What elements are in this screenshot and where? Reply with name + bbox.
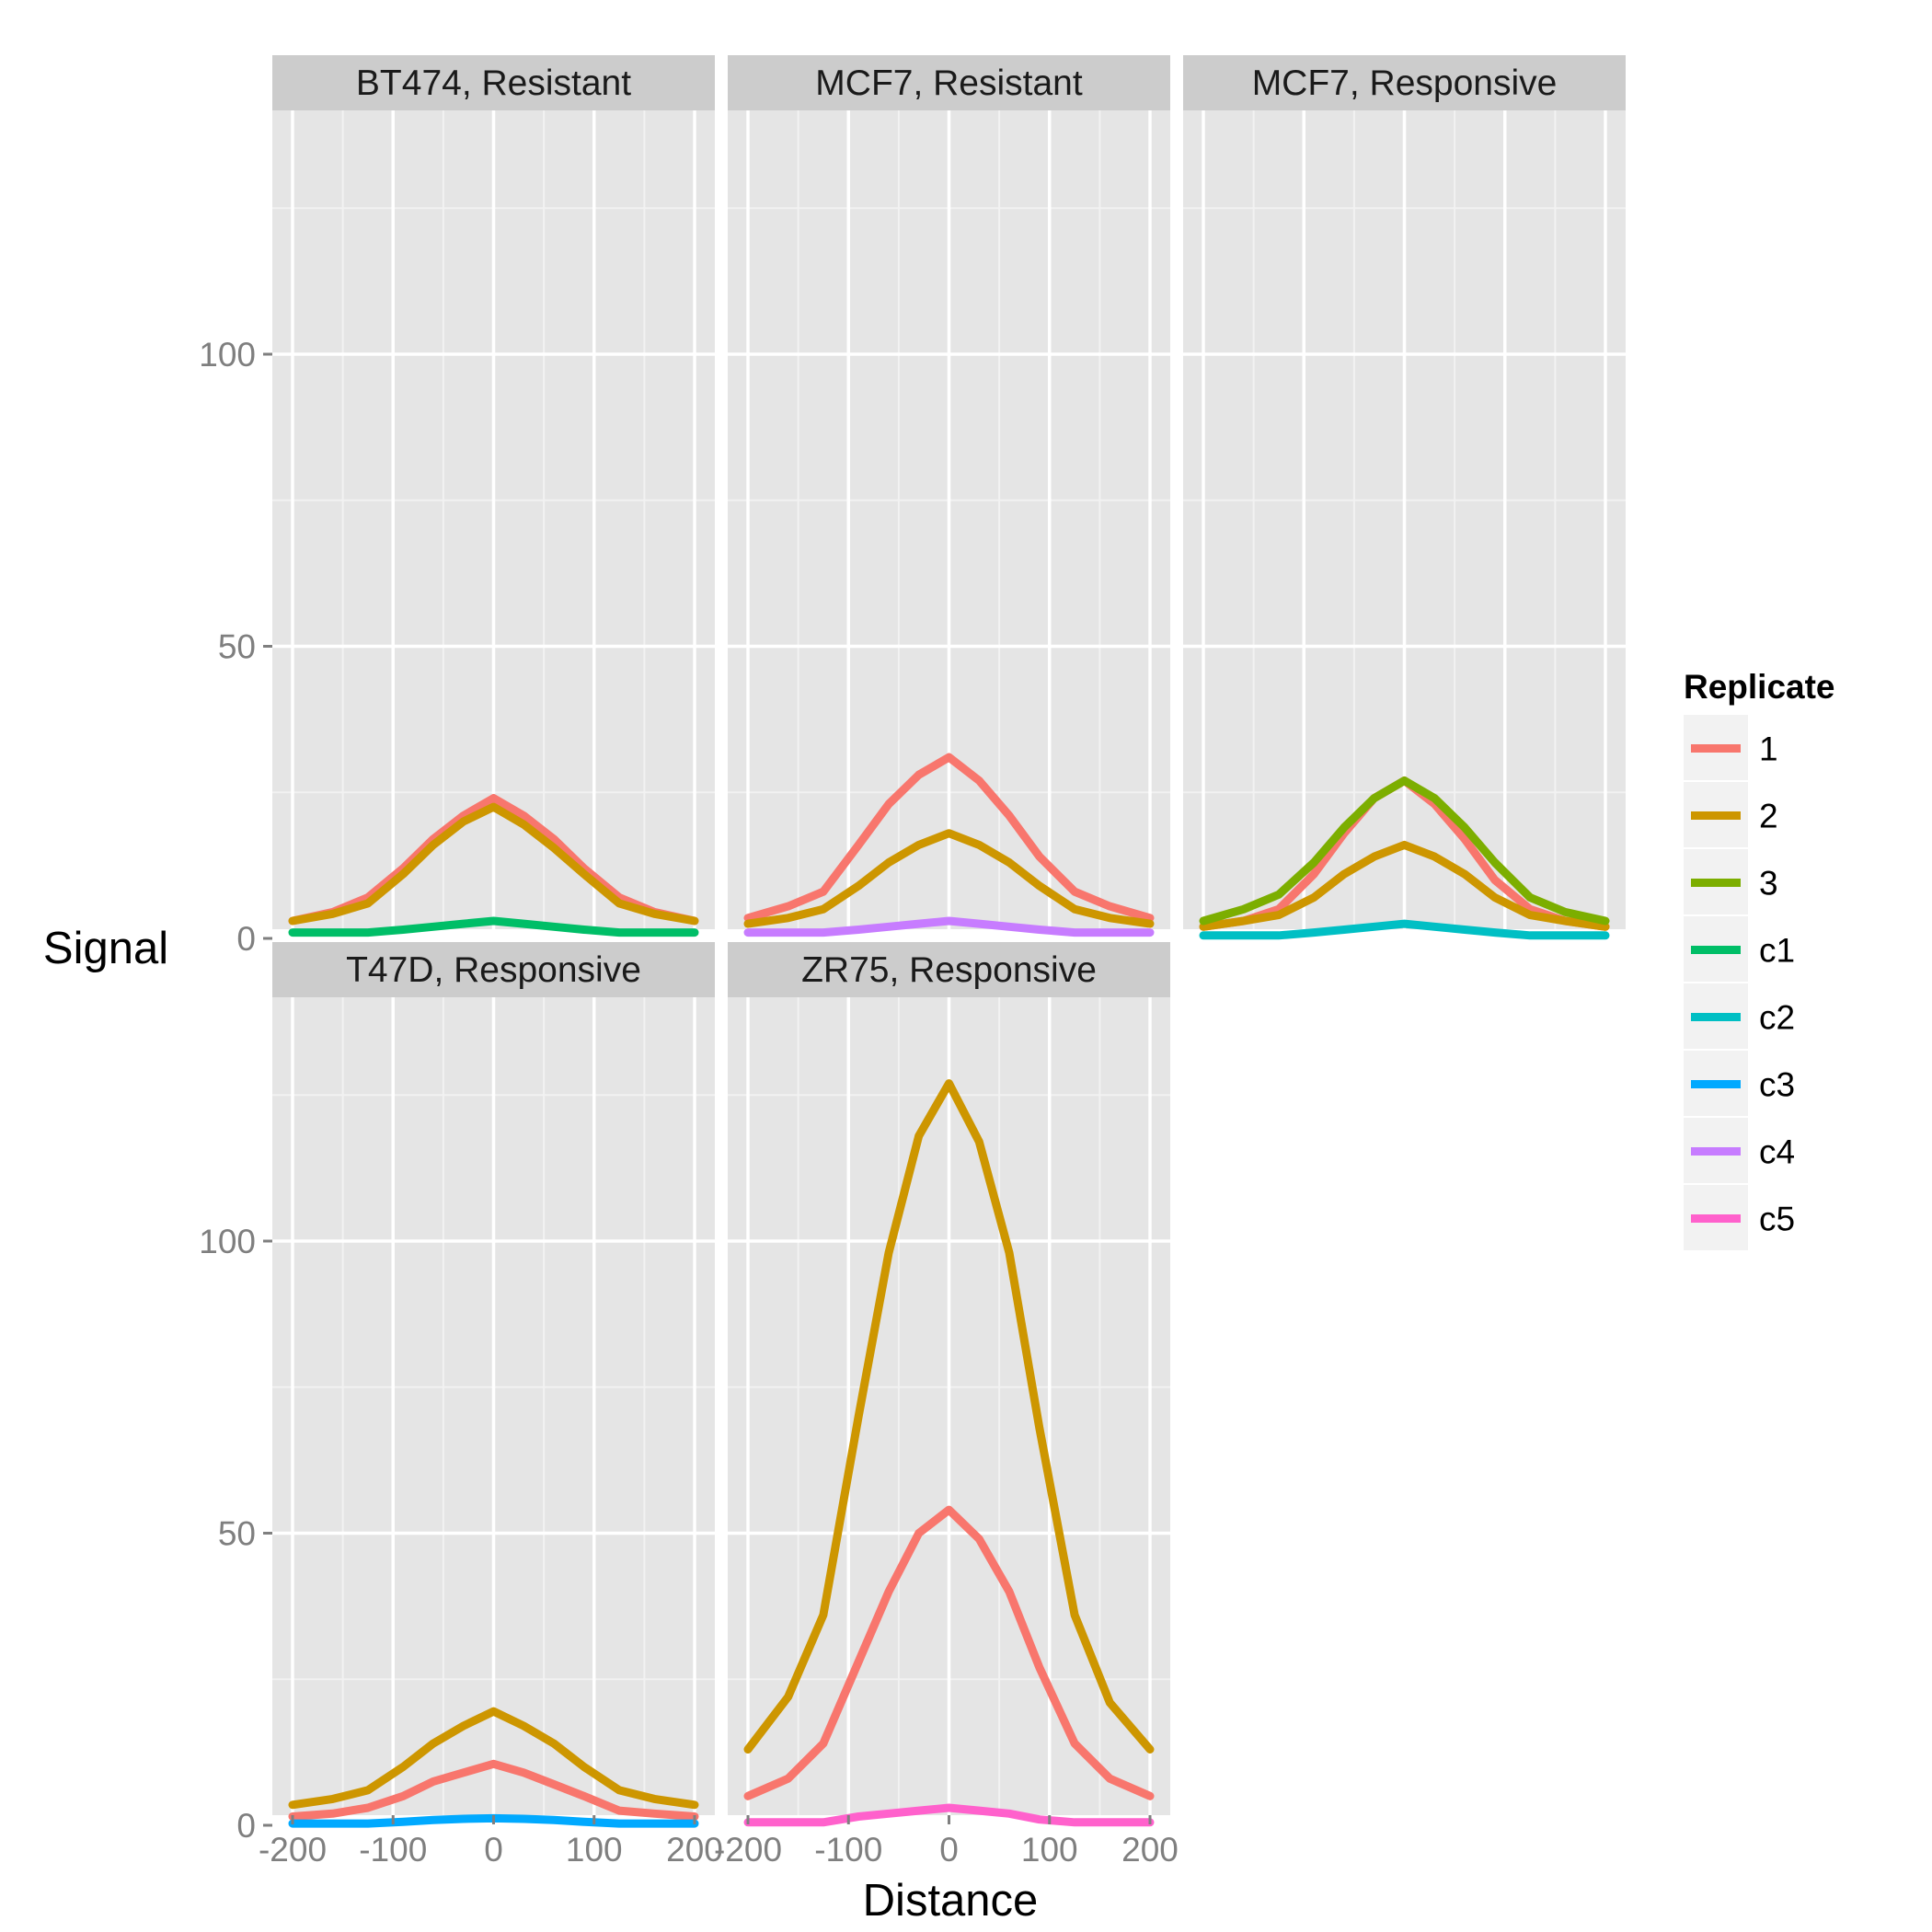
series-line-c4 bbox=[743, 916, 1155, 937]
series-line-2 bbox=[1199, 840, 1610, 931]
facet-strip bbox=[272, 942, 715, 997]
y-tick-label: 100 bbox=[199, 336, 256, 374]
x-tick-label: 100 bbox=[566, 1831, 623, 1869]
legend-label: 2 bbox=[1759, 798, 1778, 835]
facet-panel: MCF7, Resistant bbox=[728, 55, 1170, 940]
x-tick-label: -200 bbox=[714, 1831, 782, 1869]
series-line-c2 bbox=[1199, 919, 1610, 940]
x-tick-label: 100 bbox=[1021, 1831, 1078, 1869]
series-line-2 bbox=[288, 802, 699, 926]
legend-entry: 2 bbox=[1684, 782, 1778, 847]
facet-strip-label: ZR75, Responsive bbox=[801, 950, 1097, 990]
x-tick-label: 200 bbox=[1121, 1831, 1179, 1869]
y-tick-label: 0 bbox=[236, 920, 256, 958]
legend-label: c2 bbox=[1759, 999, 1795, 1037]
legend-label: c1 bbox=[1759, 932, 1795, 970]
facet-strip-label: BT474, Resistant bbox=[356, 63, 631, 103]
x-tick-label: -200 bbox=[259, 1831, 327, 1869]
facet-strip-label: MCF7, Responsive bbox=[1252, 63, 1558, 103]
series-line-2 bbox=[743, 829, 1155, 928]
legend-label: c3 bbox=[1759, 1066, 1795, 1104]
facet-strip-label: T47D, Responsive bbox=[346, 950, 641, 990]
legend: Replicate 1 2 3 c1 c2 c3 c4 c5 bbox=[1684, 668, 1835, 1250]
x-tick-label: -100 bbox=[359, 1831, 427, 1869]
x-tick-label: 0 bbox=[484, 1831, 503, 1869]
facet-strip bbox=[728, 942, 1170, 997]
legend-entry: c1 bbox=[1684, 916, 1795, 982]
legend-entry: c2 bbox=[1684, 983, 1795, 1049]
series-line-3 bbox=[1199, 776, 1610, 926]
legend-title: Replicate bbox=[1684, 668, 1835, 706]
legend-label: c5 bbox=[1759, 1201, 1795, 1238]
facet-panel: ZR75, Responsive -200 -100 0 100 200 bbox=[714, 942, 1179, 1869]
legend-entry: 3 bbox=[1684, 849, 1778, 914]
series-line-1 bbox=[288, 1759, 699, 1821]
legend-label: 3 bbox=[1759, 865, 1778, 903]
legend-label: c4 bbox=[1759, 1133, 1795, 1171]
y-tick-label: 100 bbox=[199, 1223, 256, 1260]
facet-strip bbox=[272, 55, 715, 110]
series-line-c5 bbox=[743, 1803, 1155, 1827]
legend-entry: c4 bbox=[1684, 1118, 1795, 1183]
legend-label: 1 bbox=[1759, 730, 1778, 768]
series-line-c1 bbox=[288, 916, 699, 937]
x-tick-label: 200 bbox=[666, 1831, 723, 1869]
facet-panels: BT474, Resistant 0 50 100 MCF7, Resistant MCF… bbox=[199, 55, 1626, 1869]
facet-strip bbox=[728, 55, 1170, 110]
series-line-1 bbox=[743, 1505, 1155, 1800]
facet-strip bbox=[1183, 55, 1626, 110]
facet-strip-label: MCF7, Resistant bbox=[815, 63, 1083, 103]
series-line-1 bbox=[743, 753, 1155, 923]
series-line-2 bbox=[288, 1707, 699, 1810]
y-tick-label: 50 bbox=[218, 628, 256, 666]
x-tick-label: -100 bbox=[814, 1831, 882, 1869]
facet-panel: MCF7, Responsive bbox=[1183, 55, 1626, 940]
series-line-2 bbox=[743, 1079, 1155, 1754]
x-axis-title: Distance bbox=[863, 1876, 1039, 1926]
x-tick-label: 0 bbox=[939, 1831, 959, 1869]
facet-panel: BT474, Resistant 0 50 100 bbox=[199, 55, 715, 958]
legend-entry: 1 bbox=[1684, 715, 1778, 780]
y-tick-label: 50 bbox=[218, 1515, 256, 1553]
y-tick-label: 0 bbox=[236, 1807, 256, 1845]
series-line-1 bbox=[288, 794, 699, 926]
facet-panel: T47D, Responsive 0 50 100 -200 -100 0 100 200 bbox=[199, 942, 723, 1869]
legend-entry: c3 bbox=[1684, 1051, 1795, 1116]
legend-entry: c5 bbox=[1684, 1185, 1795, 1250]
legend-entries: 1 2 3 c1 c2 c3 c4 c5 bbox=[1684, 715, 1795, 1250]
y-axis-title: Signal bbox=[43, 924, 168, 973]
